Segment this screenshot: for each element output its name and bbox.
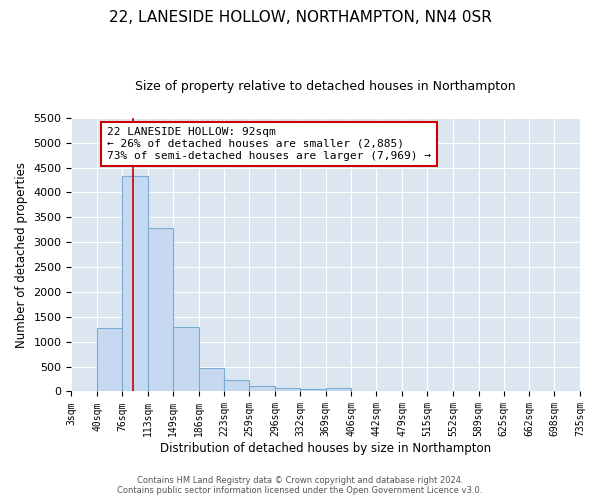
Bar	[224, 380, 249, 392]
Bar	[326, 388, 352, 392]
Bar	[148, 228, 173, 392]
Bar	[173, 328, 199, 392]
Title: Size of property relative to detached houses in Northampton: Size of property relative to detached ho…	[136, 80, 516, 93]
Y-axis label: Number of detached properties: Number of detached properties	[15, 162, 28, 348]
Bar	[122, 176, 148, 392]
Text: 22 LANESIDE HOLLOW: 92sqm
← 26% of detached houses are smaller (2,885)
73% of se: 22 LANESIDE HOLLOW: 92sqm ← 26% of detac…	[107, 128, 431, 160]
Text: Contains HM Land Registry data © Crown copyright and database right 2024.
Contai: Contains HM Land Registry data © Crown c…	[118, 476, 482, 495]
Bar	[249, 386, 275, 392]
Bar	[275, 388, 300, 392]
Bar	[199, 368, 224, 392]
X-axis label: Distribution of detached houses by size in Northampton: Distribution of detached houses by size …	[160, 442, 491, 455]
Bar	[97, 328, 122, 392]
Bar	[300, 389, 326, 392]
Text: 22, LANESIDE HOLLOW, NORTHAMPTON, NN4 0SR: 22, LANESIDE HOLLOW, NORTHAMPTON, NN4 0S…	[109, 10, 491, 25]
